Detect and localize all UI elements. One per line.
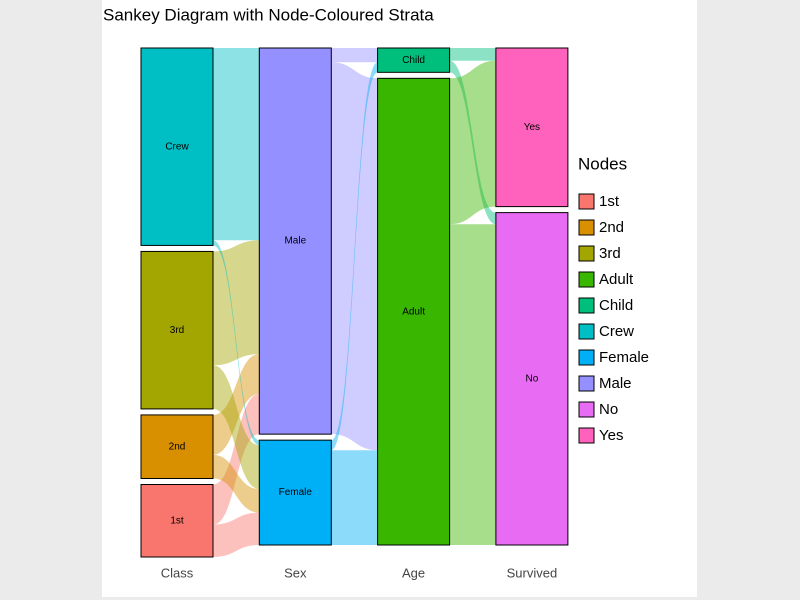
flow (213, 240, 260, 446)
node (495, 47, 569, 208)
legend-label: Yes (599, 427, 623, 444)
axis-label: Class (161, 565, 194, 580)
flow (331, 48, 378, 63)
legend-label: 1st (599, 193, 620, 210)
node (495, 212, 569, 546)
flow (213, 240, 260, 366)
legend-title: Nodes (578, 154, 627, 173)
node (140, 250, 214, 410)
legend-label: Child (599, 297, 633, 314)
node-label: Male (284, 236, 306, 247)
legend-label: 2nd (599, 219, 624, 236)
node-label: Female (279, 487, 313, 498)
legend-label: Adult (599, 271, 634, 288)
legend-swatch (578, 219, 595, 236)
node (140, 414, 214, 479)
legend-swatch (578, 375, 595, 392)
flow (213, 354, 260, 455)
flow (213, 393, 260, 525)
flow (331, 62, 378, 451)
node-label: Child (402, 55, 425, 66)
legend-swatch (578, 193, 595, 210)
node-label: Adult (402, 306, 425, 317)
flow (213, 48, 260, 241)
legend-swatch (578, 427, 595, 444)
flow (213, 454, 260, 513)
node-label: 3rd (170, 325, 184, 336)
legend-label: Female (599, 349, 649, 366)
node (140, 483, 214, 558)
axis-label: Age (402, 565, 425, 580)
node-label: 1st (170, 515, 184, 526)
node-label: 2nd (169, 441, 186, 452)
node-label: Yes (524, 122, 540, 133)
node (258, 439, 332, 546)
legend-label: 3rd (599, 245, 621, 262)
legend-label: No (599, 401, 618, 418)
axis-label: Sex (284, 565, 307, 580)
node (377, 47, 451, 73)
legend-swatch (578, 323, 595, 340)
node (377, 77, 451, 546)
node (258, 47, 332, 435)
chart-title: Sankey Diagram with Node-Coloured Strata (103, 5, 434, 24)
legend-swatch (578, 271, 595, 288)
legend-label: Male (599, 375, 632, 392)
legend-swatch (578, 401, 595, 418)
flow (449, 224, 496, 545)
legend-swatch (578, 297, 595, 314)
legend-swatch (578, 245, 595, 262)
flow (213, 365, 260, 490)
node-label: Crew (165, 141, 189, 152)
node (140, 47, 214, 246)
flow (213, 512, 260, 557)
axis-label: Survived (507, 565, 558, 580)
flow (449, 60, 496, 225)
legend-label: Crew (599, 323, 634, 340)
flow (449, 48, 496, 61)
flow (449, 60, 496, 225)
legend-swatch (578, 349, 595, 366)
node-label: No (526, 373, 539, 384)
flow (331, 450, 378, 545)
flow (331, 62, 378, 451)
